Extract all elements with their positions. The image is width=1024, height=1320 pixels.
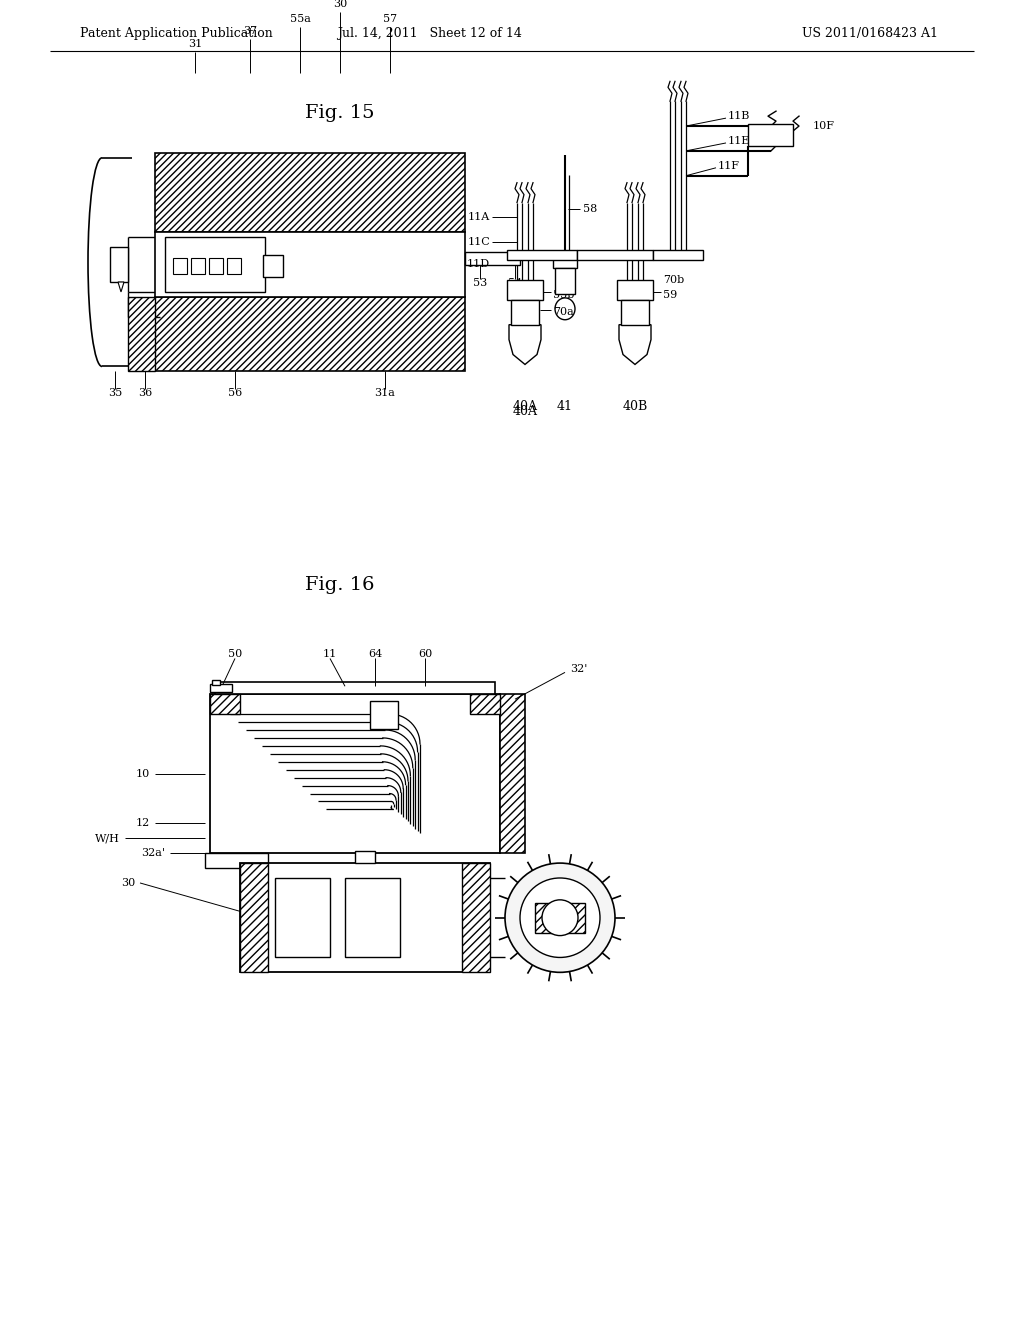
Text: 11C: 11C — [467, 238, 490, 247]
Bar — [507, 251, 577, 260]
Bar — [355, 851, 375, 863]
Text: 30: 30 — [333, 0, 347, 9]
Text: 54: 54 — [508, 279, 522, 288]
Bar — [465, 252, 520, 265]
Bar — [555, 268, 575, 294]
Bar — [209, 259, 223, 275]
Text: Patent Application Publication: Patent Application Publication — [80, 28, 272, 40]
Text: 11F: 11F — [718, 161, 740, 170]
Text: 70a: 70a — [553, 306, 573, 317]
Text: Jul. 14, 2011   Sheet 12 of 14: Jul. 14, 2011 Sheet 12 of 14 — [338, 28, 522, 40]
Bar — [128, 297, 155, 371]
Text: 40B: 40B — [623, 400, 647, 413]
Bar — [748, 124, 793, 147]
Circle shape — [505, 863, 615, 973]
Text: 59: 59 — [663, 290, 677, 300]
Bar — [155, 297, 465, 371]
Bar — [191, 259, 205, 275]
Text: 37: 37 — [243, 25, 257, 36]
Bar — [210, 684, 232, 692]
Bar — [462, 863, 490, 973]
Text: 11D: 11D — [467, 259, 490, 269]
Text: 56: 56 — [228, 388, 242, 399]
Text: 60: 60 — [418, 649, 432, 660]
Text: 64: 64 — [368, 649, 382, 660]
Ellipse shape — [555, 298, 575, 319]
Text: 32a': 32a' — [141, 849, 165, 858]
Text: 50: 50 — [228, 649, 242, 660]
Polygon shape — [118, 282, 124, 292]
Bar — [155, 153, 465, 232]
Bar — [215, 682, 495, 694]
Bar — [263, 255, 283, 277]
Circle shape — [542, 900, 578, 936]
Bar — [155, 232, 465, 297]
Text: 31: 31 — [187, 38, 202, 49]
Bar — [617, 280, 653, 300]
Text: 40A: 40A — [512, 405, 538, 417]
Bar — [240, 863, 490, 973]
Text: 55a: 55a — [290, 13, 310, 24]
Bar — [110, 247, 128, 282]
Text: Fig. 16: Fig. 16 — [305, 576, 375, 594]
Text: 41: 41 — [557, 400, 573, 413]
Text: 58: 58 — [583, 205, 597, 214]
Bar — [370, 701, 398, 729]
Bar — [165, 238, 265, 292]
Text: 32': 32' — [570, 664, 588, 675]
Bar — [577, 251, 653, 260]
Text: 57: 57 — [383, 13, 397, 24]
Bar — [345, 878, 400, 957]
Text: 30: 30 — [121, 878, 135, 888]
Bar — [240, 863, 268, 973]
Bar — [553, 255, 577, 268]
Bar — [210, 694, 500, 853]
Polygon shape — [509, 325, 541, 364]
Bar — [500, 694, 525, 853]
Text: 40A: 40A — [512, 400, 538, 413]
Text: 70b: 70b — [663, 275, 684, 285]
Text: 11A: 11A — [468, 213, 490, 223]
Text: 11: 11 — [323, 649, 337, 660]
Text: 31a: 31a — [375, 388, 395, 399]
Bar — [212, 680, 220, 685]
Text: 36: 36 — [138, 388, 153, 399]
Bar — [173, 259, 187, 275]
Bar — [653, 251, 703, 260]
Bar — [511, 300, 539, 325]
Polygon shape — [205, 853, 268, 869]
Bar — [227, 259, 241, 275]
Bar — [275, 878, 330, 957]
Text: W/H: W/H — [95, 833, 120, 843]
Bar — [470, 694, 500, 714]
Bar — [535, 903, 585, 933]
Bar — [621, 300, 649, 325]
Text: 35: 35 — [108, 388, 122, 399]
Text: US 2011/0168423 A1: US 2011/0168423 A1 — [802, 28, 938, 40]
Text: 12: 12 — [136, 818, 150, 829]
Text: 11B: 11B — [728, 111, 751, 121]
Text: 53: 53 — [473, 279, 487, 288]
Text: 55b: 55b — [553, 290, 574, 300]
Text: 10: 10 — [136, 768, 150, 779]
Text: Fig. 15: Fig. 15 — [305, 104, 375, 123]
Text: 11E: 11E — [728, 136, 751, 147]
Circle shape — [520, 878, 600, 957]
Text: 10F: 10F — [813, 121, 835, 131]
Bar — [507, 280, 543, 300]
Polygon shape — [618, 325, 651, 364]
Bar — [210, 694, 240, 714]
